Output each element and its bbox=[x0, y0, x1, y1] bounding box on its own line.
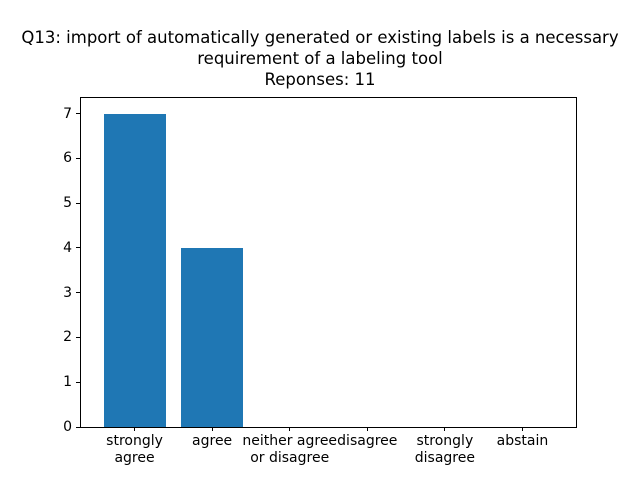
y-tick-label: 1 bbox=[63, 374, 72, 391]
y-tick-mark bbox=[76, 247, 80, 249]
x-tick-mark bbox=[444, 427, 446, 431]
y-tick-label: 4 bbox=[63, 239, 72, 256]
y-tick-label: 7 bbox=[63, 105, 72, 122]
plot-area: strongly agree agree neither agree or disa… bbox=[63, 97, 577, 466]
y-tick-mark bbox=[76, 202, 80, 204]
y-tick-label: 0 bbox=[63, 419, 72, 435]
y-tick-label: 6 bbox=[63, 150, 72, 167]
x-tick-label: strongly disagree bbox=[414, 433, 475, 466]
chart-subtitle: Reponses: 11 bbox=[264, 70, 376, 89]
x-tick-mark bbox=[521, 427, 523, 431]
chart-title: Q13: import of automatically generated o… bbox=[21, 28, 619, 68]
x-tick-label: agree bbox=[192, 433, 233, 449]
y-tick-mark bbox=[76, 426, 80, 428]
y-tick-label: 5 bbox=[63, 195, 72, 212]
bar-2 bbox=[181, 247, 244, 427]
bar-1 bbox=[103, 113, 166, 427]
x-tick-mark bbox=[366, 427, 368, 431]
x-tick-label: disagree bbox=[337, 433, 398, 449]
y-tick-mark bbox=[76, 157, 80, 159]
chart-title-block: Q13: import of automatically generated o… bbox=[0, 27, 640, 90]
x-tick-label: abstain bbox=[496, 433, 549, 449]
x-tick-mark bbox=[289, 427, 291, 431]
y-tick-mark bbox=[76, 336, 80, 338]
x-tick-label: strongly agree bbox=[106, 433, 163, 466]
x-tick-label: neither agree or disagree bbox=[242, 433, 338, 466]
x-tick-mark bbox=[134, 427, 136, 431]
y-tick-label: 3 bbox=[63, 284, 72, 301]
y-tick-label: 2 bbox=[63, 329, 72, 346]
y-tick-mark bbox=[76, 113, 80, 115]
y-tick-mark bbox=[76, 381, 80, 383]
x-tick-mark bbox=[211, 427, 213, 431]
y-tick-mark bbox=[76, 292, 80, 294]
